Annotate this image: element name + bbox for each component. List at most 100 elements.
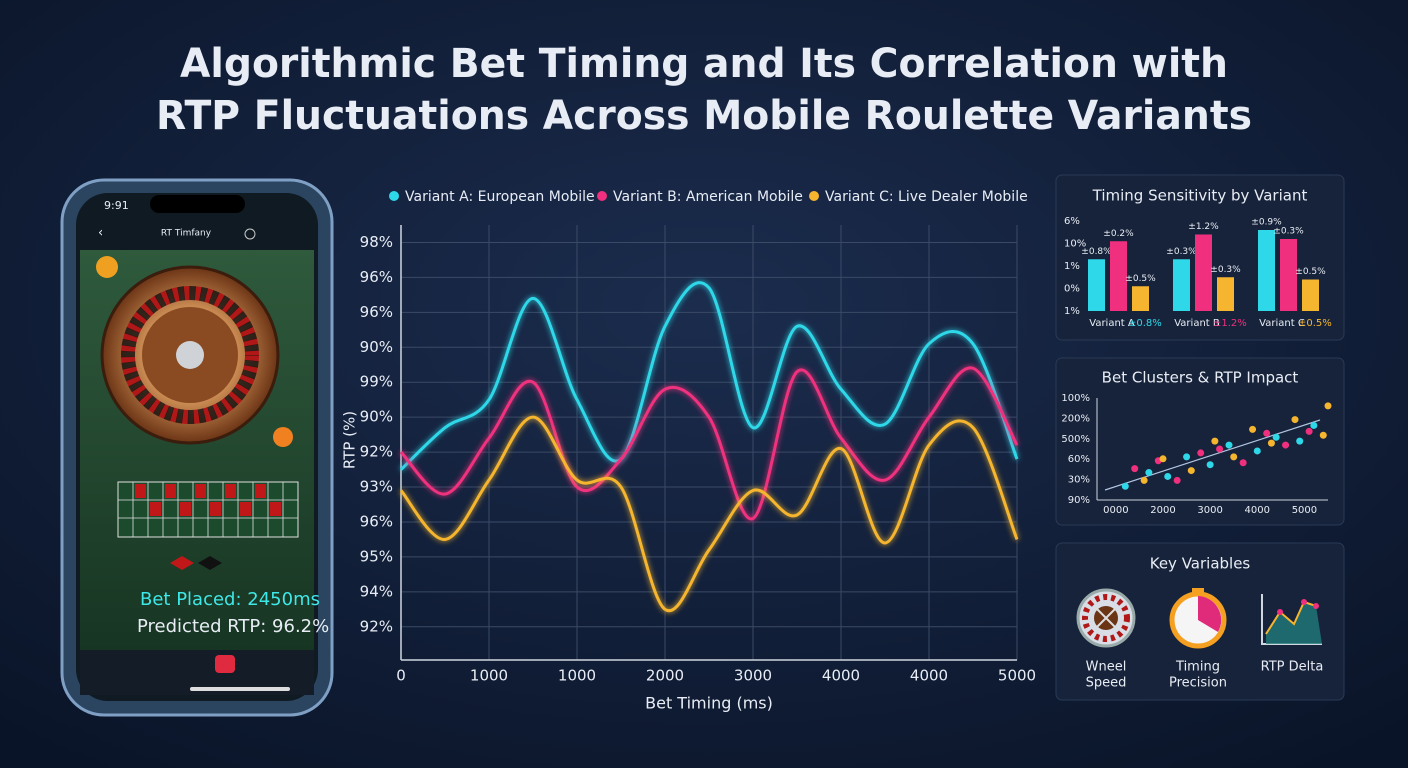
category-note: ±0.8% [1128, 318, 1162, 329]
x-tick-label: 0 [396, 667, 406, 685]
scatter-point [1230, 453, 1238, 461]
wheel-spindle [176, 341, 204, 369]
scatter-point [1216, 445, 1224, 453]
bar [1173, 259, 1190, 311]
y-tick-label: 96% [360, 512, 393, 530]
x-tick-label: 2000 [1150, 505, 1175, 516]
key-variable-label: RTP Delta [1261, 660, 1324, 675]
panel-title: Timing Sensitivity by Variant [1092, 187, 1308, 205]
scatter-point [1305, 427, 1313, 435]
category-note: ±1.2% [1213, 318, 1247, 329]
bar-value-label: ±0.2% [1103, 229, 1134, 239]
series-line [399, 281, 1019, 471]
scatter-point [1319, 431, 1327, 439]
x-tick-label: Variant A [1089, 318, 1135, 329]
bar-value-label: ±0.5% [1125, 274, 1156, 284]
scatter-point [1282, 441, 1290, 449]
bar [1088, 259, 1105, 311]
bar-value-label: ±0.9% [1251, 218, 1282, 228]
icon [244, 228, 256, 240]
y-tick-label: 30% [1068, 475, 1090, 486]
back-icon: ‹ [98, 226, 103, 241]
y-tick-label: 100% [1061, 393, 1090, 404]
icon-wheel [1076, 588, 1136, 648]
x-tick-label: 4000 [910, 667, 948, 685]
screen-title: RT Timfany [161, 229, 212, 239]
bar [1258, 230, 1275, 311]
scatter-point [1197, 449, 1205, 457]
bar-value-label: ±0.3% [1210, 265, 1241, 275]
y-tick-label: 96% [360, 268, 393, 286]
x-tick-label: 5000 [1292, 505, 1317, 516]
y-tick-label: 92% [360, 617, 393, 635]
scatter-point [1267, 439, 1275, 447]
panel-title: Bet Clusters & RTP Impact [1102, 369, 1299, 387]
wheel-pockets [121, 286, 259, 424]
bar [1302, 279, 1319, 311]
x-axis-label: Bet Timing (ms) [645, 694, 773, 713]
legend-marker [597, 191, 607, 201]
y-tick-label: 200% [1061, 413, 1090, 424]
y-tick-label: 90% [360, 408, 393, 426]
scatter-point [1121, 482, 1129, 490]
bar-value-label: ±0.3% [1166, 247, 1197, 257]
icon-timer [1169, 588, 1227, 649]
chip [273, 427, 293, 447]
x-tick-label: Variant C [1259, 318, 1305, 329]
y-tick-label: 96% [360, 303, 393, 321]
scatter-point [1187, 467, 1195, 475]
bet-table [117, 481, 299, 570]
title-line: Algorithmic Bet Timing and Its Correlati… [180, 41, 1228, 87]
bar [1132, 286, 1149, 311]
y-tick-label: 93% [360, 478, 393, 496]
scatter-point [1211, 437, 1219, 445]
y-tick-label: 60% [1068, 454, 1090, 465]
phone: 9:91 ‹ RT Timfany Bet Placed: 2450ms Pre… [60, 178, 334, 717]
y-axis-label: RTP (%) [341, 411, 359, 469]
scatter-point [1164, 472, 1172, 480]
y-tick-label: 99% [360, 373, 393, 391]
x-tick-label: 1000 [558, 667, 596, 685]
key-variable-label: Precision [1169, 676, 1227, 691]
x-tick-label: 4000 [1245, 505, 1270, 516]
scatter-point [1159, 455, 1167, 463]
x-tick-label: Variant B [1174, 318, 1220, 329]
key-variable-label: Wneel [1086, 660, 1127, 675]
legend-label: Variant B: American Mobile [613, 189, 803, 205]
x-tick-label: 5000 [998, 667, 1036, 685]
notch [150, 195, 245, 213]
x-tick-label: 3000 [1197, 505, 1222, 516]
home-indicator [190, 687, 290, 691]
y-tick-label: 1% [1064, 261, 1080, 272]
scatter-point [1310, 421, 1318, 429]
bar [1110, 241, 1127, 311]
series-line [399, 366, 1019, 521]
legend-label: Variant A: European Mobile [405, 189, 595, 205]
panel-title: Key Variables [1150, 555, 1251, 573]
y-tick-label: 98% [360, 233, 393, 251]
x-tick-label: 3000 [734, 667, 772, 685]
bar-value-label: ±1.2% [1188, 222, 1219, 232]
y-tick-label: 94% [360, 582, 393, 600]
series-line [399, 415, 1019, 613]
scatter-point [1206, 461, 1214, 469]
nav-icon [215, 655, 235, 673]
panel [1055, 357, 1345, 526]
bar [1217, 277, 1234, 311]
scatter-point [1324, 402, 1332, 410]
x-tick-label: 1000 [470, 667, 508, 685]
status-time: 9:91 [104, 199, 129, 212]
scatter-point [1183, 453, 1191, 461]
scatter-point [1145, 469, 1153, 477]
y-tick-label: 0% [1064, 284, 1080, 295]
scatter-point [1131, 465, 1139, 473]
scatter-point [1173, 476, 1181, 484]
icon-delta [1261, 594, 1322, 645]
scatter-point [1291, 416, 1299, 424]
chip [96, 256, 118, 278]
y-tick-label: 10% [1064, 239, 1086, 250]
y-tick-label: 90% [1068, 495, 1090, 506]
x-tick-label: 4000 [822, 667, 860, 685]
x-tick-label: 2000 [646, 667, 684, 685]
